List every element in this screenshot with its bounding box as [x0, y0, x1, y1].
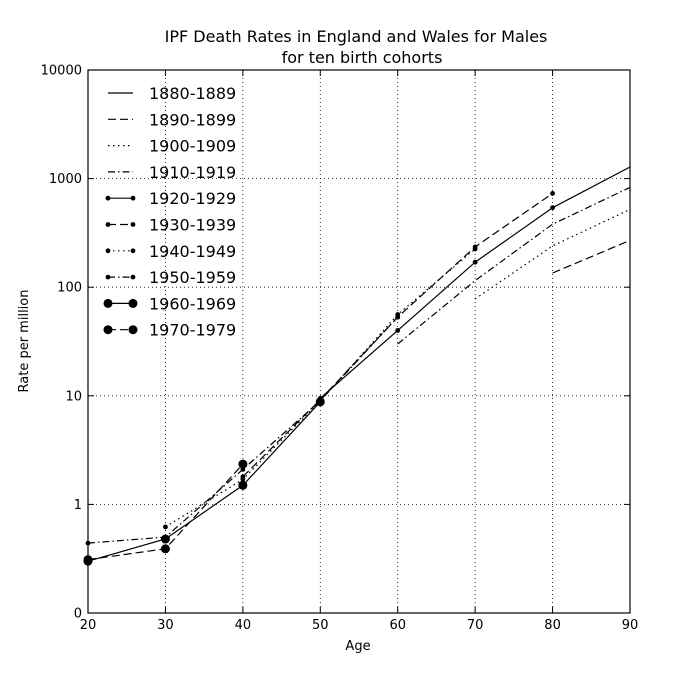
data-point [395, 314, 401, 320]
legend-entry: 1910-1919 [108, 163, 236, 182]
x-tick-label: 80 [544, 618, 561, 633]
legend-marker [128, 325, 138, 335]
legend-entry: 1890-1899 [108, 110, 236, 129]
legend-marker [105, 195, 111, 201]
data-point [550, 205, 555, 211]
legend-label: 1890-1899 [149, 110, 236, 129]
data-point [472, 259, 478, 265]
data-point [238, 459, 248, 469]
x-axis-label: Age [345, 639, 370, 654]
legend-label: 1910-1919 [149, 163, 236, 182]
series-1910-1919 [397, 186, 631, 345]
series-line [474, 208, 631, 300]
data-point [315, 397, 325, 407]
series-line [552, 239, 631, 274]
y-tick-label: 0 [74, 607, 82, 622]
legend-label: 1940-1949 [149, 242, 236, 261]
data-point [238, 480, 248, 490]
legend-entry: 1920-1929 [105, 189, 236, 208]
x-tick-label: 70 [467, 618, 484, 633]
legend-entry: 1930-1939 [105, 216, 236, 235]
x-tick-label: 20 [80, 618, 97, 633]
legend-label: 1930-1939 [149, 216, 236, 235]
series-line [552, 166, 631, 209]
legend-marker [130, 222, 136, 227]
x-tick-label: 30 [157, 618, 174, 633]
data-point [395, 328, 401, 333]
x-tick-label: 90 [622, 618, 639, 633]
legend-marker [130, 195, 136, 201]
legend-marker [130, 248, 136, 254]
legend-label: 1970-1979 [149, 321, 236, 340]
grid-layer [88, 70, 630, 613]
legend-label: 1900-1909 [149, 137, 236, 156]
legend: 1880-1889 1890-1899 1900-1909 1910-1919 1920… [103, 84, 236, 340]
series-layer [83, 166, 631, 566]
chart-title-line-2: for ten birth cohorts [282, 48, 443, 67]
data-point [160, 534, 170, 544]
chart-title-line-1: IPF Death Rates in England and Wales for… [165, 27, 548, 46]
data-point [163, 524, 168, 530]
legend-entry: 1950-1959 [105, 268, 236, 287]
series-1960-1969 [83, 397, 325, 566]
x-tick-label: 50 [312, 618, 329, 633]
legend-marker [130, 274, 136, 280]
legend-entry: 1940-1949 [105, 242, 236, 261]
legend-marker [103, 298, 113, 308]
series-1920-1929 [317, 205, 555, 401]
series-1970-1979 [83, 459, 248, 565]
series-line [319, 207, 553, 399]
legend-marker [105, 222, 111, 227]
legend-entry: 1970-1979 [103, 321, 236, 340]
series-line [397, 186, 631, 345]
series-line [87, 401, 321, 562]
y-tick-label: 10000 [41, 64, 82, 79]
y-tick-label: 100 [57, 281, 82, 296]
legend-marker [103, 325, 113, 335]
legend-marker [105, 274, 111, 280]
legend-entry: 1960-1969 [103, 294, 236, 313]
series-1880-1889 [552, 166, 631, 209]
y-tick-label: 10 [65, 389, 82, 404]
tick-layer: 20 30 40 50 60 70 80 90 0 1 10 100 1000 10000 [41, 64, 639, 634]
legend-label: 1960-1969 [149, 294, 236, 313]
legend-marker [105, 248, 111, 254]
data-point [550, 191, 555, 196]
series-1890-1899 [552, 239, 631, 274]
y-tick-label: 1 [74, 498, 82, 513]
legend-marker [128, 298, 138, 308]
legend-entry: 1880-1889 [108, 84, 236, 103]
data-point [160, 544, 170, 554]
series-1900-1909 [474, 208, 631, 300]
x-tick-label: 60 [389, 618, 406, 633]
legend-label: 1950-1959 [149, 268, 236, 287]
y-tick-label: 1000 [49, 172, 82, 187]
plot-frame [87, 69, 631, 614]
x-tick-label: 40 [235, 618, 252, 633]
data-point [240, 476, 246, 482]
legend-label: 1880-1889 [149, 84, 236, 103]
data-point [472, 246, 478, 252]
y-axis-label: Rate per million [17, 290, 32, 393]
legend-label: 1920-1929 [149, 189, 236, 208]
legend-entry: 1900-1909 [108, 137, 236, 156]
